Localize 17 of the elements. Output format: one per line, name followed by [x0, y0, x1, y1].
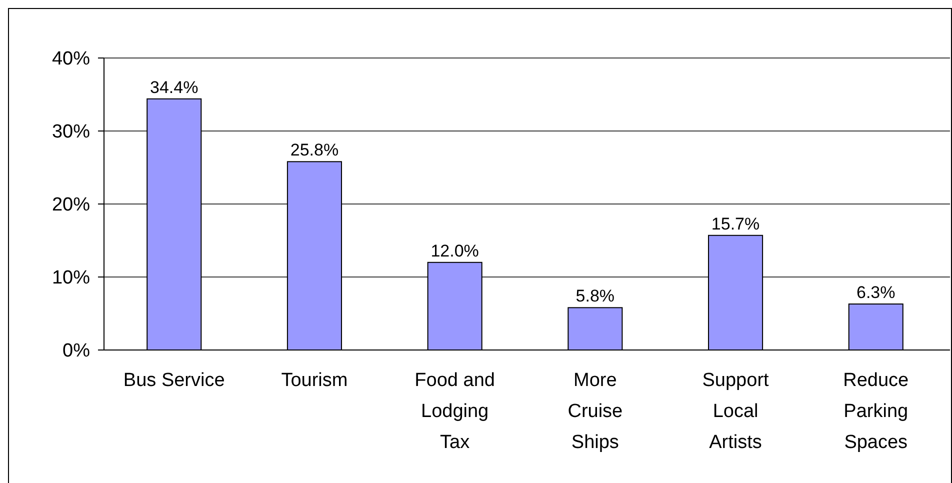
data-label: 15.7% [711, 214, 760, 234]
x-tick-label: Food and Lodging Tax [414, 370, 495, 453]
data-label: 12.0% [430, 241, 479, 260]
y-tick-label: 20% [52, 194, 90, 216]
data-label: 6.3% [856, 283, 896, 302]
y-tick-label: 40% [52, 48, 90, 70]
x-tick-label: Reduce Parking Spaces [843, 370, 909, 453]
x-tick-label: Bus Service [123, 370, 225, 391]
y-tick-label: 10% [52, 268, 90, 289]
y-tick-label: 30% [52, 122, 90, 143]
x-tick-label: More Cruise Ships [568, 370, 623, 453]
data-label: 5.8% [576, 286, 615, 306]
y-tick-label: 0% [62, 340, 90, 362]
x-tick-label: Support Local Artists [702, 370, 770, 453]
data-label: 25.8% [290, 140, 339, 160]
data-label: 34.4% [150, 78, 198, 97]
x-tick-label: Tourism [281, 370, 348, 391]
